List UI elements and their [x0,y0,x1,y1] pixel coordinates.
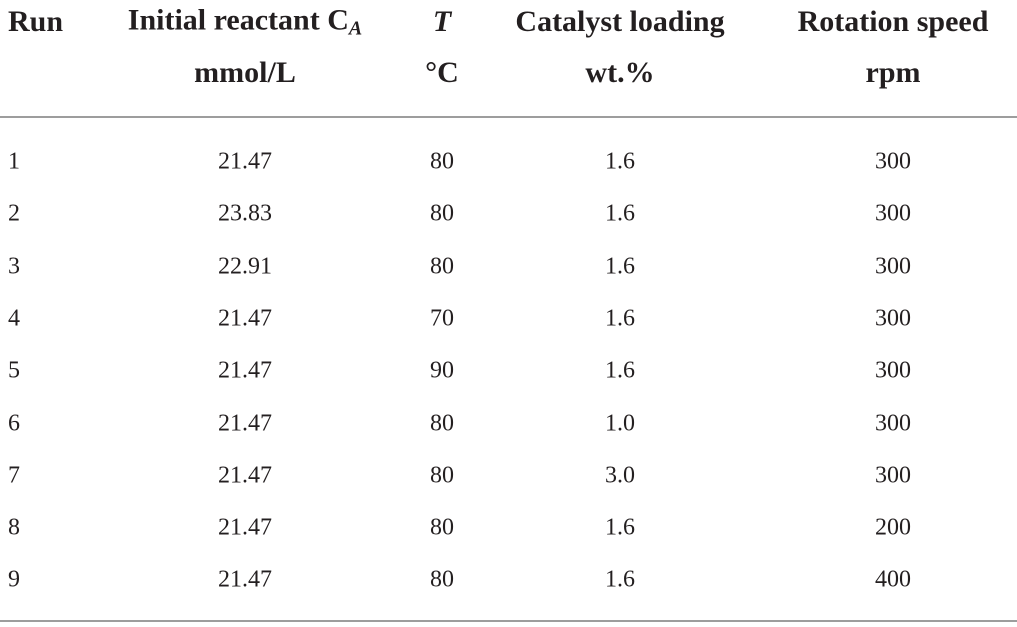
table-cell: 80 [430,253,454,280]
column-unit: mmol/L [194,56,296,89]
table-cell: 70 [430,305,454,332]
table-cell: 1.0 [605,410,635,436]
column-header: Run [8,5,64,38]
table-cell: 5 [8,357,20,384]
table-cell: 6 [8,410,20,436]
table-cell: 80 [430,462,454,489]
table-cell: 21.47 [218,305,272,332]
table-cell: 1 [8,148,20,175]
table-cell: 1.6 [605,566,635,593]
column-header: Catalyst loading [515,5,725,38]
table-cell: 400 [875,566,911,593]
table-cell: 1.6 [605,200,635,227]
table-cell: 21.47 [218,148,272,175]
table-cell: 90 [430,357,454,384]
column-header: T [432,5,452,38]
table-cell: 300 [875,253,911,280]
table-cell: 9 [8,566,20,593]
table-cell: 300 [875,148,911,175]
table-cell: 21.47 [218,357,272,384]
table-cell: 1.6 [605,357,635,384]
table-cell: 8 [8,514,20,541]
table-cell: 23.83 [218,200,272,227]
table-cell: 80 [430,148,454,175]
header-rule [0,116,1017,118]
bottom-rule [0,620,1017,622]
table-cell: 21.47 [218,514,272,541]
column-header: Initial reactant CA [128,4,362,41]
table-cell: 300 [875,357,911,384]
table-cell: 80 [430,566,454,593]
table-cell: 4 [8,305,20,332]
table-cell: 21.47 [218,462,272,489]
table-cell: 80 [430,410,454,436]
header-subscript: A [348,17,363,40]
table-cell: 300 [875,462,911,489]
table-cell: 1.6 [605,148,635,175]
header-text: Initial reactant C [127,3,349,37]
table-cell: 300 [875,410,911,436]
table-cell: 200 [875,514,911,541]
table-cell: 1.6 [605,253,635,280]
column-unit: wt.% [585,56,655,89]
table-cell: 21.47 [218,410,272,436]
table-cell: 1.6 [605,514,635,541]
column-header: Rotation speed [797,5,989,38]
table-cell: 7 [8,462,20,489]
table-cell: 3 [8,253,20,280]
table-cell: 300 [875,305,911,332]
table-cell: 80 [430,514,454,541]
column-unit: rpm [865,56,921,89]
table-cell: 300 [875,200,911,227]
column-unit: °C [425,56,459,89]
table-cell: 3.0 [605,462,635,489]
table-cell: 1.6 [605,305,635,332]
table-cell: 80 [430,200,454,227]
table-cell: 2 [8,200,20,227]
table-cell: 22.91 [218,253,272,280]
table-cell: 21.47 [218,566,272,593]
